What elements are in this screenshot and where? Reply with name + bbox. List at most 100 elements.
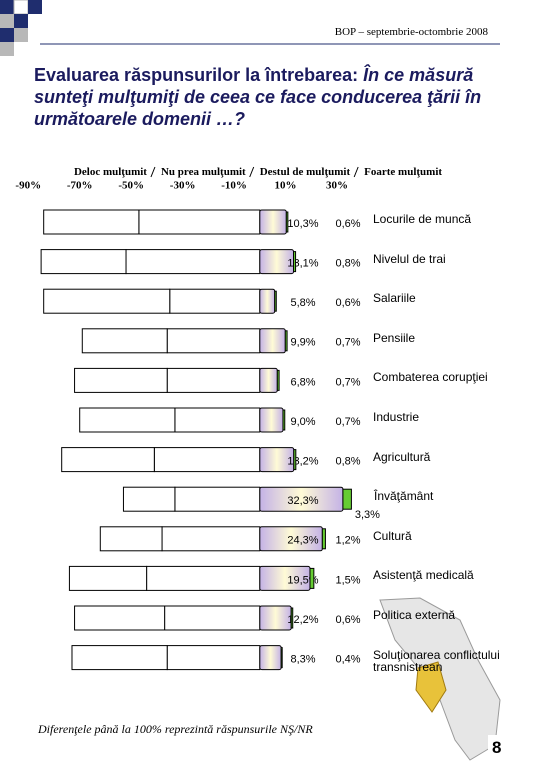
value-label: 13,2% <box>287 456 318 468</box>
x-tick-label: -70% <box>67 180 93 192</box>
value-label: 1,2% <box>335 535 360 547</box>
bar-segment <box>43 288 171 314</box>
bar-segment <box>138 209 261 235</box>
category-label: Combaterea corupţiei <box>373 370 488 385</box>
bar-segment <box>259 367 278 393</box>
bar-segment <box>146 565 261 591</box>
value-label: 0,6% <box>335 218 360 230</box>
bar-segment <box>68 565 148 591</box>
bar-segment <box>174 486 261 512</box>
bar-segment <box>166 328 261 354</box>
value-label: 0,6% <box>335 297 360 309</box>
bar-segment <box>166 367 261 393</box>
bar-segment <box>274 290 277 312</box>
value-label: 0,7% <box>335 416 360 428</box>
value-label: 32,3% <box>287 495 318 507</box>
bar-segment <box>282 409 286 431</box>
x-tick-label: -10% <box>221 180 247 192</box>
category-label: Nivelul de trai <box>373 251 446 266</box>
bar-segment <box>174 407 261 433</box>
title-text: Evaluarea răspunsurilor la întrebarea: <box>34 65 359 85</box>
bar-segment <box>321 528 326 550</box>
value-label: 0,7% <box>335 376 360 388</box>
bar-segment <box>74 605 166 631</box>
bar-segment <box>61 447 155 473</box>
value-label: 1,5% <box>335 574 360 586</box>
page-number: 8 <box>492 738 502 757</box>
value-label: 13,1% <box>287 258 318 270</box>
bar-segment <box>276 369 280 391</box>
category-label: Asistenţă medicală <box>373 568 474 583</box>
bar-segment <box>161 526 261 552</box>
bar-segment <box>342 488 352 510</box>
value-label: 0,7% <box>335 337 360 349</box>
value-label: 9,0% <box>290 416 315 428</box>
legend-separator <box>249 166 255 178</box>
value-label: 0,8% <box>335 456 360 468</box>
bar-segment <box>293 251 297 273</box>
bar-segment <box>81 328 168 354</box>
question: În ce măsură sunteţi mulţumiţi de ceea c… <box>34 65 482 129</box>
value-label: 0,4% <box>335 654 360 666</box>
bar-segment <box>284 330 288 352</box>
category-label: Agricultură <box>373 449 431 464</box>
footnote: Diferenţele până la 100% reprezintă răsp… <box>38 722 313 736</box>
bar-segment <box>122 486 176 512</box>
value-label: 6,8% <box>290 376 315 388</box>
legend-entry: Nu prea mulţumit <box>161 166 246 178</box>
bar-segment <box>293 449 297 471</box>
bar-segment <box>166 645 261 671</box>
value-label: 10,3% <box>287 218 318 230</box>
value-label: 5,8% <box>290 297 315 309</box>
header: BOP – septembrie-octombrie 2008 <box>334 26 488 38</box>
x-tick-label: 30% <box>326 180 348 192</box>
bar-segment <box>309 567 315 589</box>
value-label: 8,3% <box>290 654 315 666</box>
bar-segment <box>280 647 283 669</box>
legend-separator <box>150 166 156 178</box>
value-label: 0,6% <box>335 614 360 626</box>
bar-segment <box>164 605 261 631</box>
category-label: Pensiile <box>373 330 416 345</box>
bar-segment <box>259 645 282 671</box>
bar-segment <box>285 211 289 233</box>
category-label: Învăţământ <box>374 489 434 504</box>
bar-segment <box>259 209 287 235</box>
bar-segment <box>290 607 294 629</box>
legend-entry: Foarte mulţumit <box>364 166 442 178</box>
legend-entry: Destul de mulţumit <box>260 166 351 178</box>
category-label: Locurile de muncă <box>373 212 472 226</box>
legend-entry: Deloc mulţumit <box>74 166 147 178</box>
bar-segment <box>71 645 168 671</box>
category-label: Politica externă <box>373 608 456 622</box>
bar-segment <box>74 367 168 393</box>
bar-segment <box>259 407 284 433</box>
bar-segment <box>79 407 176 433</box>
value-label: 3,3% <box>355 509 380 521</box>
value-label: 0,8% <box>335 258 360 270</box>
value-label: 9,9% <box>290 337 315 349</box>
category-label: Salariile <box>373 291 416 306</box>
bar-segment <box>259 288 276 314</box>
legend: Deloc mulţumit Nu prea mulţumit Destul de … <box>74 166 442 178</box>
bar-segment <box>40 249 127 275</box>
category-label: Soluţionarea conflictului transnistrean <box>373 647 500 674</box>
title: Evaluarea răspunsurilor la întrebarea: Î… <box>34 64 524 130</box>
x-tick-label: -50% <box>118 180 144 192</box>
bar-segment <box>153 447 261 473</box>
bar-segment <box>169 288 261 314</box>
bar-segment <box>125 249 261 275</box>
value-label: 24,3% <box>287 535 318 547</box>
bar-segment <box>259 328 286 354</box>
bar-segment <box>43 209 140 235</box>
category-label: Industrie <box>373 410 420 424</box>
category-label: Cultură <box>373 528 412 543</box>
x-tick-label: -90% <box>15 180 41 192</box>
x-tick-label: -30% <box>170 180 196 192</box>
legend-separator <box>353 166 359 178</box>
decoration <box>0 0 501 761</box>
value-label: 12,2% <box>287 614 318 626</box>
bar-segment <box>99 526 163 552</box>
